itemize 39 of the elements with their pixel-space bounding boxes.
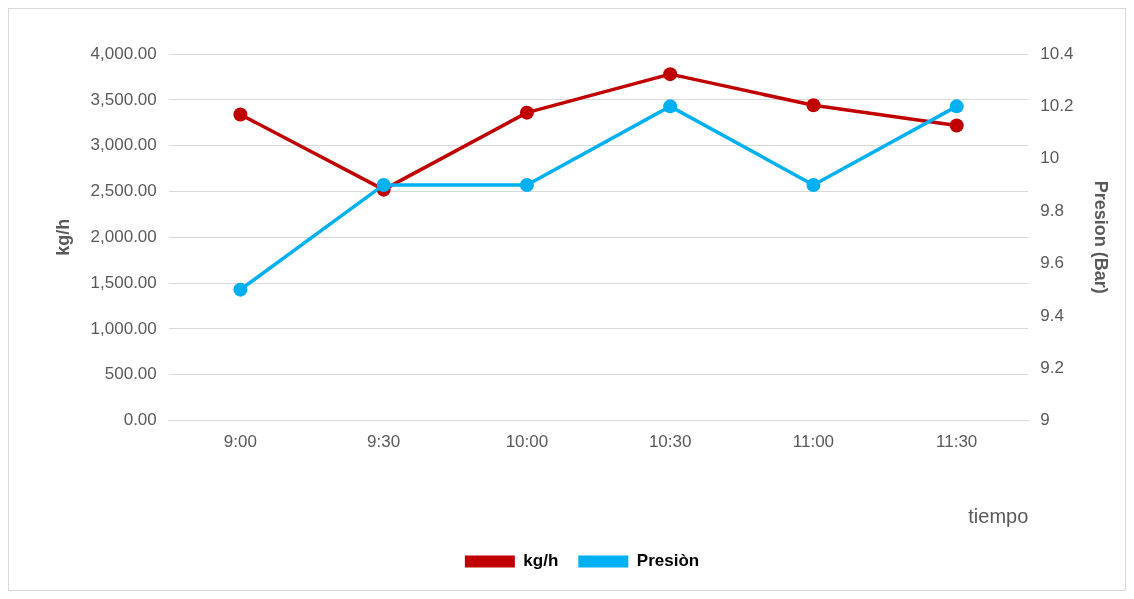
y-tick-label: 1,500.00 [90,272,157,292]
point [663,67,678,82]
x-tick-label: 11:30 [936,432,978,452]
y2-axis-title: Presion (Bar) [1091,180,1112,294]
y-tick-label: 1,000.00 [90,318,157,338]
y2-tick-label: 9.2 [1040,357,1064,377]
y-tick-label: 2,000.00 [90,226,157,246]
x-axis-title: tiempo [968,504,1029,527]
y2-tick-label: 9.8 [1040,200,1064,220]
legend-label: Presiòn [636,551,700,571]
y-tick-label: 0.00 [123,410,157,430]
point [376,177,391,192]
point [519,105,534,120]
y-tick-label: 2,500.00 [90,181,157,201]
y2-tick-label: 10.4 [1040,43,1074,63]
x-tick-label: 11:00 [792,432,835,452]
x-tick-label: 9:00 [223,432,257,452]
x-tick-label: 10:00 [505,432,549,452]
y2-tick-label: 10.2 [1040,96,1074,116]
y2-tick-label: 10 [1040,148,1060,168]
legend-label: kg/h [523,551,559,571]
point [519,177,534,192]
y2-tick-label: 9.4 [1040,305,1064,325]
x-tick-label: 9:30 [367,432,401,452]
point [949,118,964,133]
y-tick-label: 3,000.00 [90,135,157,155]
y-axis-title: kg/h [52,218,73,256]
point [949,99,964,114]
point [806,98,821,113]
x-tick-label: 10:30 [648,432,692,452]
y-tick-label: 500.00 [104,364,157,384]
y2-tick-label: 9.6 [1040,253,1064,273]
point [233,282,248,297]
y2-tick-label: 9 [1040,410,1050,430]
y-tick-label: 4,000.00 [90,43,157,63]
point [663,99,678,114]
point [233,107,248,122]
y-tick-label: 3,500.00 [90,89,157,109]
point [806,177,821,192]
